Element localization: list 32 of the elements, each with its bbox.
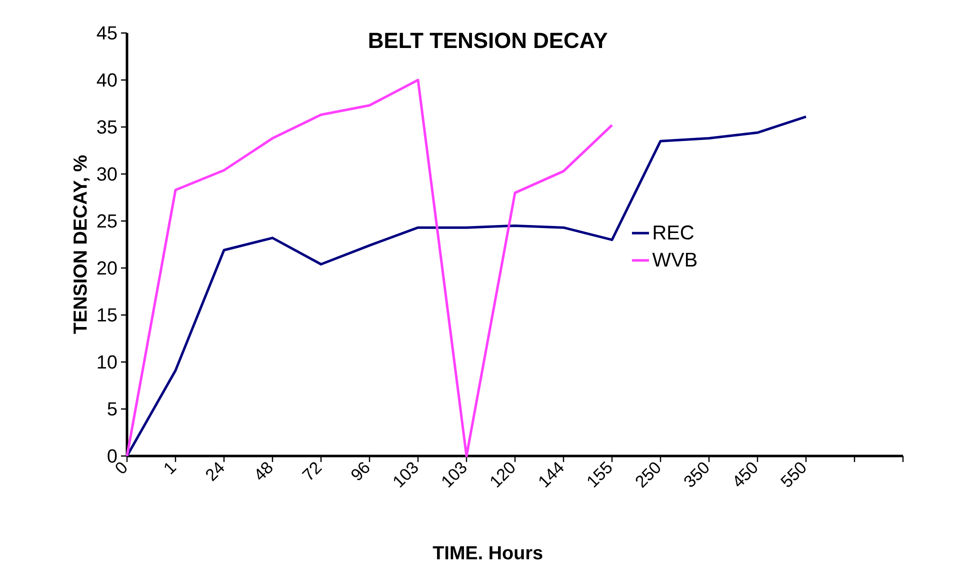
x-axis-title: TIME. Hours: [432, 546, 542, 560]
x-tick-label: 144: [539, 462, 564, 488]
y-tick-label: 0: [108, 449, 117, 463]
legend-label: REC: [654, 225, 694, 240]
x-tick-label: 96: [351, 462, 370, 480]
chart-title: BELT TENSION DECAY: [369, 32, 608, 48]
x-tick-label: 120: [490, 462, 515, 488]
line-series: [126, 78, 614, 458]
x-tick-label: 550: [780, 462, 806, 487]
x-tick-label: 103: [442, 462, 466, 488]
y-tick-label: 25: [97, 214, 117, 228]
y-tick-label: 10: [98, 355, 117, 369]
legend-label: WVB: [652, 252, 697, 267]
x-tick-label: 24: [206, 462, 224, 482]
x-tick-label: 155: [588, 461, 612, 488]
x-tick-label: 450: [734, 462, 758, 486]
y-tick-label: 20: [97, 261, 117, 275]
x-tick-label: 103: [394, 462, 418, 488]
y-tick-label: 5: [108, 402, 117, 416]
y-axis-title: TENSION DECAY, %: [73, 155, 90, 334]
x-tick-label: 72: [302, 462, 322, 480]
x-tick-label: 350: [684, 462, 709, 487]
y-tick-label: 45: [96, 26, 117, 40]
x-tick-label: 0: [116, 462, 127, 474]
y-tick-label: 30: [97, 167, 117, 181]
y-tick-label: 35: [97, 120, 117, 134]
line-series: [126, 115, 808, 458]
y-tick-label: 15: [98, 308, 117, 322]
y-tick-label: 40: [96, 73, 117, 87]
x-tick-label: 1: [164, 462, 177, 474]
x-tick-label: 48: [256, 462, 272, 480]
x-tick-label: 250: [636, 462, 660, 488]
